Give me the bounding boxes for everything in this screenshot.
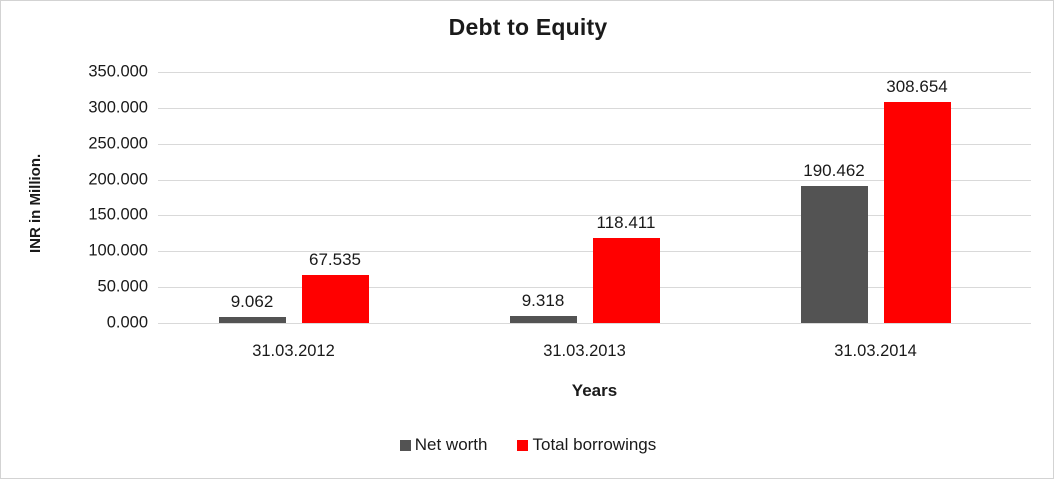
- x-axis-tick-labels: 31.03.2012 31.03.2013 31.03.2014: [158, 342, 1031, 366]
- bar-value-label: 67.535: [309, 249, 361, 269]
- y-axis-tick-label: 200.000: [88, 170, 148, 189]
- bar-total-borrowings-31.03.2014[interactable]: [883, 101, 951, 323]
- bar-value-label: 9.062: [230, 291, 274, 311]
- bar-value-label: 308.654: [886, 76, 948, 96]
- y-axis-tick-label: 150.000: [88, 205, 148, 224]
- chart-title: Debt to Equity: [448, 14, 608, 40]
- legend-swatch-icon: [517, 439, 529, 451]
- x-axis-tick-label: 31.03.2014: [834, 342, 917, 360]
- y-axis-tick-labels: 350.000 300.000 250.000 200.000 150.000 100.0…: [56, 63, 148, 332]
- bar-net-worth-31.03.2013[interactable]: [509, 316, 577, 323]
- x-axis-tick-label: 31.03.2013: [543, 342, 626, 360]
- bar-value-label: 190.462: [803, 161, 865, 181]
- plot-area: 9.062 67.535 9.318 118.411 190.462 308.654: [158, 72, 1031, 324]
- x-axis-title: Years: [571, 381, 618, 400]
- y-axis-tick-label: 300.000: [88, 98, 148, 117]
- y-axis-title: INR in Million.: [27, 153, 44, 253]
- gridline: [158, 143, 1031, 145]
- gridline: [158, 107, 1031, 109]
- y-axis-tick-label: 50.000: [97, 277, 148, 296]
- gridline: [158, 72, 1031, 73]
- x-axis-tick-label: 31.03.2012: [252, 342, 335, 360]
- bar-total-borrowings-31.03.2012[interactable]: [301, 274, 369, 323]
- bar-net-worth-31.03.2014[interactable]: [800, 186, 868, 323]
- legend-item-total-borrowings[interactable]: Total borrowings: [517, 435, 656, 455]
- chart-legend: Net worth Total borrowings: [1, 435, 1053, 455]
- legend-swatch-icon: [399, 439, 411, 451]
- legend-item-net-worth[interactable]: Net worth: [399, 435, 488, 455]
- legend-label: Total borrowings: [532, 435, 657, 454]
- legend-label: Net worth: [414, 435, 488, 454]
- bar-value-label: 9.318: [521, 291, 565, 311]
- bar-net-worth-31.03.2012[interactable]: [218, 316, 286, 323]
- y-axis-tick-label: 100.000: [88, 241, 148, 260]
- y-axis-tick-label: 0.000: [106, 313, 148, 332]
- x-axis-line: [158, 323, 1031, 324]
- gridline: [158, 179, 1031, 181]
- y-axis-tick-label: 350.000: [88, 62, 148, 81]
- y-axis-tick-label: 250.000: [88, 134, 148, 153]
- gridline: [158, 215, 1031, 217]
- bar-value-label: 118.411: [596, 213, 656, 233]
- bar-total-borrowings-31.03.2013[interactable]: [592, 238, 660, 323]
